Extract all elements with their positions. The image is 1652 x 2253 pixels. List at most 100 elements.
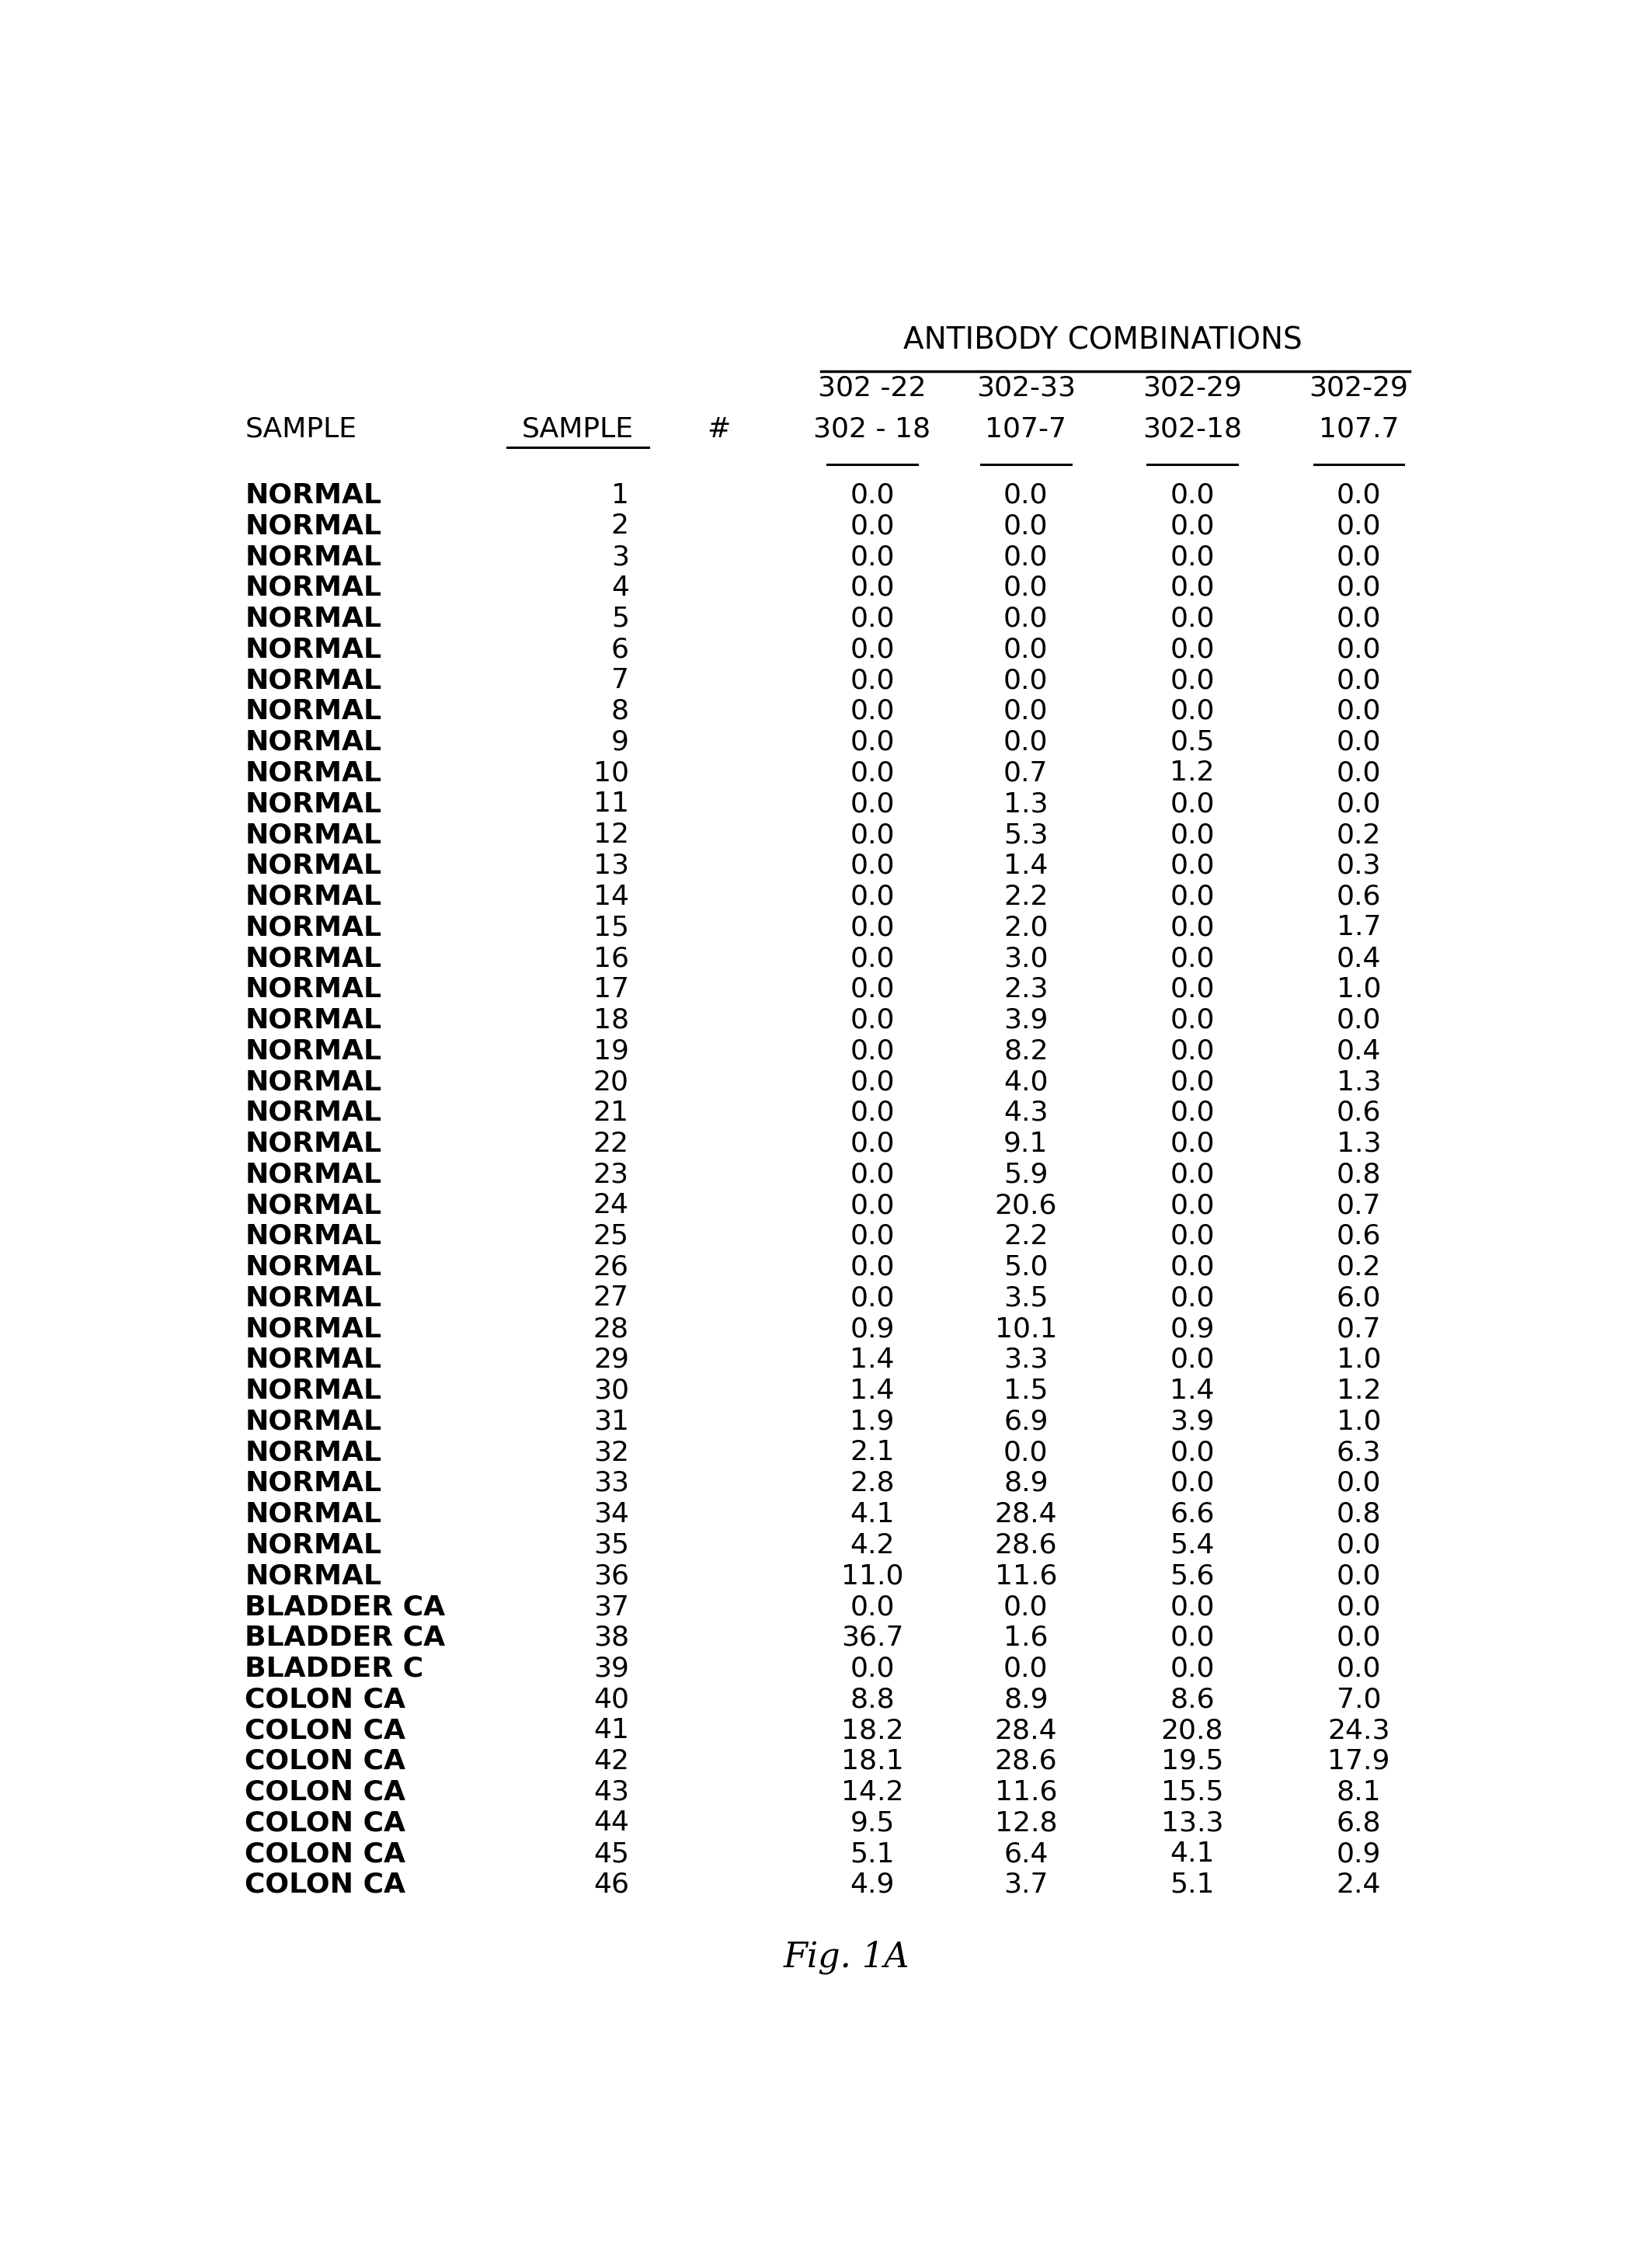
Text: 0.0: 0.0: [1170, 635, 1214, 662]
Text: 1.0: 1.0: [1336, 1347, 1381, 1372]
Text: 0.2: 0.2: [1336, 822, 1381, 847]
Text: 1.2: 1.2: [1336, 1377, 1381, 1404]
Text: 6.4: 6.4: [1003, 1841, 1049, 1868]
Text: NORMAL: NORMAL: [244, 606, 382, 631]
Text: 0.0: 0.0: [1336, 1007, 1381, 1034]
Text: 0.0: 0.0: [849, 1160, 895, 1187]
Text: 20.6: 20.6: [995, 1192, 1057, 1219]
Text: 0.0: 0.0: [849, 1284, 895, 1311]
Text: NORMAL: NORMAL: [244, 822, 382, 847]
Text: 8.2: 8.2: [1003, 1039, 1049, 1063]
Text: 0.6: 0.6: [1336, 1099, 1381, 1126]
Text: 0.0: 0.0: [1003, 543, 1049, 570]
Text: 4.1: 4.1: [849, 1500, 895, 1528]
Text: 0.0: 0.0: [849, 1255, 895, 1280]
Text: 3: 3: [611, 543, 629, 570]
Text: 0.0: 0.0: [1003, 635, 1049, 662]
Text: NORMAL: NORMAL: [244, 514, 382, 538]
Text: NORMAL: NORMAL: [244, 1564, 382, 1588]
Text: NORMAL: NORMAL: [244, 791, 382, 818]
Text: 0.0: 0.0: [1170, 1440, 1214, 1467]
Text: 0.0: 0.0: [1336, 791, 1381, 818]
Text: 4.3: 4.3: [1003, 1099, 1049, 1126]
Text: 302-18: 302-18: [1143, 417, 1242, 442]
Text: 23: 23: [593, 1160, 629, 1187]
Text: 0.0: 0.0: [1170, 915, 1214, 942]
Text: 9: 9: [611, 730, 629, 755]
Text: 0.0: 0.0: [849, 759, 895, 786]
Text: 302 - 18: 302 - 18: [813, 417, 932, 442]
Text: NORMAL: NORMAL: [244, 1007, 382, 1034]
Text: 0.0: 0.0: [1336, 1624, 1381, 1651]
Text: 4: 4: [611, 575, 629, 602]
Text: 0.0: 0.0: [1170, 1099, 1214, 1126]
Text: 25: 25: [593, 1223, 629, 1250]
Text: 35: 35: [593, 1532, 629, 1559]
Text: 0.0: 0.0: [1336, 1471, 1381, 1496]
Text: 4.1: 4.1: [1170, 1841, 1214, 1868]
Text: 1.5: 1.5: [1003, 1377, 1049, 1404]
Text: 2.1: 2.1: [849, 1440, 895, 1467]
Text: 0.0: 0.0: [1003, 1656, 1049, 1681]
Text: 18: 18: [593, 1007, 629, 1034]
Text: 8.1: 8.1: [1336, 1780, 1381, 1805]
Text: 0.8: 0.8: [1336, 1160, 1381, 1187]
Text: 29: 29: [593, 1347, 629, 1372]
Text: 1.4: 1.4: [849, 1377, 895, 1404]
Text: NORMAL: NORMAL: [244, 1316, 382, 1343]
Text: 9.5: 9.5: [851, 1809, 894, 1836]
Text: 0.0: 0.0: [1170, 667, 1214, 694]
Text: SAMPLE: SAMPLE: [244, 417, 357, 442]
Text: 0.0: 0.0: [849, 791, 895, 818]
Text: 0.0: 0.0: [1003, 698, 1049, 725]
Text: NORMAL: NORMAL: [244, 1471, 382, 1496]
Text: 0.0: 0.0: [849, 606, 895, 631]
Text: 37: 37: [593, 1593, 629, 1620]
Text: 46: 46: [593, 1872, 629, 1897]
Text: 0.0: 0.0: [849, 946, 895, 971]
Text: 1: 1: [611, 482, 629, 509]
Text: 0.8: 0.8: [1336, 1500, 1381, 1528]
Text: 0.0: 0.0: [849, 1593, 895, 1620]
Text: 0.0: 0.0: [849, 635, 895, 662]
Text: 0.6: 0.6: [1336, 1223, 1381, 1250]
Text: 31: 31: [593, 1408, 629, 1435]
Text: NORMAL: NORMAL: [244, 1500, 382, 1528]
Text: 302-33: 302-33: [976, 374, 1075, 401]
Text: 0.0: 0.0: [1003, 606, 1049, 631]
Text: 0.0: 0.0: [1170, 883, 1214, 910]
Text: NORMAL: NORMAL: [244, 1440, 382, 1467]
Text: 19.5: 19.5: [1161, 1748, 1224, 1775]
Text: 0.4: 0.4: [1336, 946, 1381, 971]
Text: 0.4: 0.4: [1336, 1039, 1381, 1063]
Text: 0.0: 0.0: [849, 1007, 895, 1034]
Text: 1.3: 1.3: [1336, 1131, 1381, 1156]
Text: 0.0: 0.0: [849, 1192, 895, 1219]
Text: 0.6: 0.6: [1336, 883, 1381, 910]
Text: 26: 26: [593, 1255, 629, 1280]
Text: 12: 12: [593, 822, 629, 847]
Text: 5.3: 5.3: [1003, 822, 1049, 847]
Text: 3.5: 3.5: [1003, 1284, 1049, 1311]
Text: 6: 6: [611, 635, 629, 662]
Text: NORMAL: NORMAL: [244, 976, 382, 1003]
Text: 6.3: 6.3: [1336, 1440, 1381, 1467]
Text: 0.0: 0.0: [1170, 1593, 1214, 1620]
Text: 7.0: 7.0: [1336, 1685, 1381, 1712]
Text: 0.9: 0.9: [1170, 1316, 1214, 1343]
Text: 0.0: 0.0: [1170, 1007, 1214, 1034]
Text: NORMAL: NORMAL: [244, 1408, 382, 1435]
Text: 1.7: 1.7: [1336, 915, 1381, 942]
Text: 0.0: 0.0: [849, 852, 895, 879]
Text: 1.0: 1.0: [1336, 1408, 1381, 1435]
Text: 0.0: 0.0: [849, 1068, 895, 1095]
Text: 5.4: 5.4: [1170, 1532, 1214, 1559]
Text: 40: 40: [593, 1685, 629, 1712]
Text: NORMAL: NORMAL: [244, 1192, 382, 1219]
Text: NORMAL: NORMAL: [244, 1284, 382, 1311]
Text: 8.8: 8.8: [849, 1685, 895, 1712]
Text: NORMAL: NORMAL: [244, 1099, 382, 1126]
Text: 18.2: 18.2: [841, 1717, 904, 1744]
Text: Fig. 1A: Fig. 1A: [783, 1940, 910, 1974]
Text: 8: 8: [611, 698, 629, 725]
